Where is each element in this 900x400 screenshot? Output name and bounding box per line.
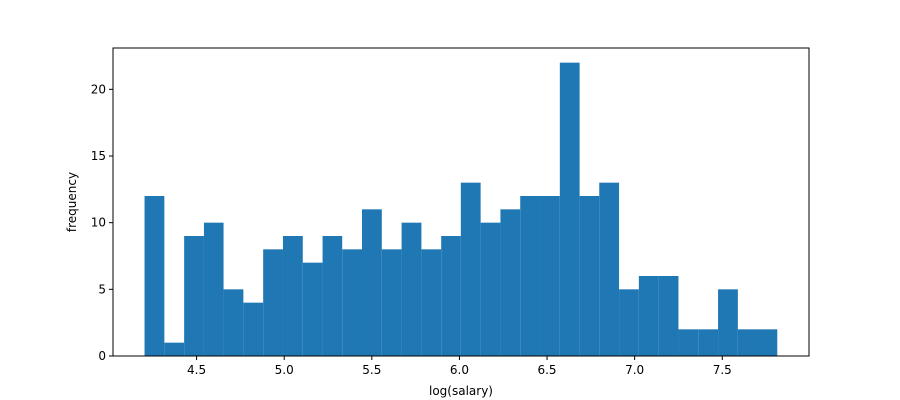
- x-tick-label: 5.0: [275, 363, 294, 377]
- bar: [678, 329, 699, 356]
- bar: [718, 289, 738, 356]
- bar: [441, 236, 461, 356]
- bar: [263, 249, 283, 356]
- y-tick-label: 15: [91, 149, 106, 163]
- bar: [302, 262, 323, 356]
- bar: [322, 236, 343, 356]
- bar: [638, 276, 659, 356]
- plot-frame: [112, 47, 810, 357]
- bar: [757, 329, 778, 356]
- y-tick-label: 0: [98, 349, 106, 363]
- bar: [184, 236, 204, 356]
- bar: [658, 276, 679, 356]
- bar: [144, 196, 165, 356]
- x-tick-label: 6.0: [450, 363, 469, 377]
- y-tick-label: 5: [98, 282, 106, 296]
- bar: [520, 196, 541, 356]
- bar: [619, 289, 639, 356]
- x-tick-label: 7.5: [713, 363, 732, 377]
- x-tick-label: 5.5: [362, 363, 381, 377]
- bar: [381, 249, 402, 356]
- bar: [559, 62, 580, 357]
- y-tick-label: 10: [91, 216, 106, 230]
- x-axis-label: log(salary): [429, 384, 493, 398]
- bar: [421, 249, 442, 356]
- y-axis-label: frequency: [65, 172, 79, 232]
- bar: [361, 209, 382, 356]
- x-tick-label: 6.5: [537, 363, 556, 377]
- bar: [737, 329, 758, 356]
- bar: [223, 289, 244, 356]
- bar: [599, 182, 620, 356]
- bar: [500, 209, 521, 356]
- y-tick-label: 20: [91, 82, 106, 96]
- bar: [540, 196, 560, 356]
- bar: [698, 329, 719, 356]
- bar: [243, 302, 264, 356]
- bar: [401, 222, 422, 356]
- bar: [480, 222, 501, 356]
- bar: [203, 222, 224, 356]
- bar: [164, 342, 185, 356]
- x-tick-label: 7.0: [625, 363, 644, 377]
- bar: [460, 182, 481, 356]
- x-tick-label: 4.5: [187, 363, 206, 377]
- bar: [579, 196, 600, 356]
- bar: [282, 236, 303, 356]
- bar: [342, 249, 362, 356]
